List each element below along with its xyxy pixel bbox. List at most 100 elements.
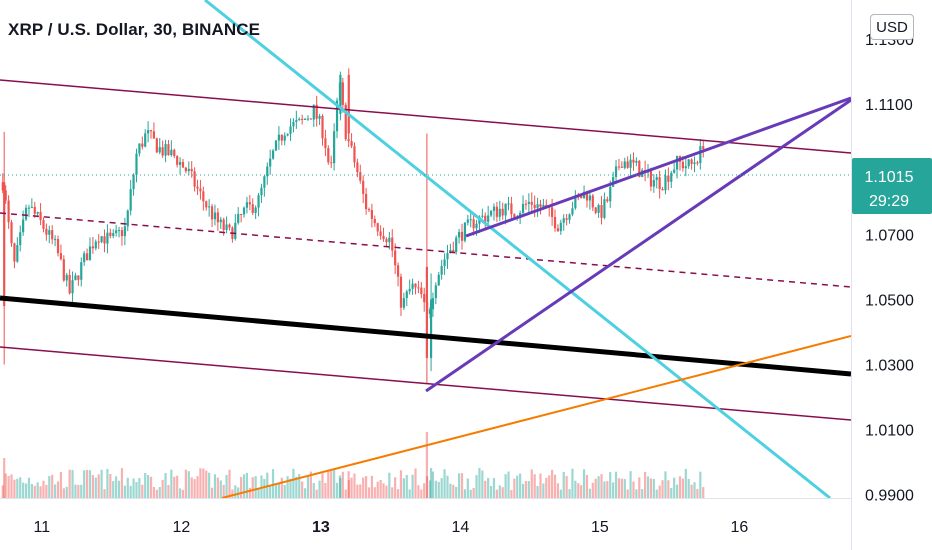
volume-bar [585,474,589,498]
candle [91,236,94,254]
candle [16,237,19,263]
candle [481,208,484,219]
candle [347,68,350,140]
volume-bar [231,489,234,498]
volume-bar [68,469,71,498]
volume-bar [74,484,77,498]
volume-bar [542,483,545,498]
volume-bar [330,470,333,498]
wedge-lower-line[interactable] [425,98,851,393]
volume-bar [339,478,342,498]
volume-bar [318,480,321,498]
candle [138,143,141,157]
volume-bar [588,488,591,498]
candle [280,134,283,146]
candle [324,129,327,157]
channel-upper-line[interactable] [0,79,851,154]
volume-bar [347,480,350,498]
volume-bar [411,474,414,498]
volume-bar [187,471,190,498]
volume-bar [562,471,565,498]
candle [370,203,374,228]
volume-bar [115,476,118,498]
volume-bar [100,469,103,498]
volume-bar [19,477,22,498]
volume-bar [45,484,48,498]
candle [274,139,278,152]
candle [597,203,600,218]
black-midline[interactable] [0,295,851,377]
candle [466,214,469,226]
volume-bar [85,469,89,498]
volume-bar [457,473,461,498]
candle [149,129,153,139]
candle [487,205,490,227]
candle [463,222,467,243]
volume-bar [10,474,13,498]
volume-bar [333,468,336,498]
volume-bar [670,487,673,498]
volume-bar [24,483,28,498]
volume-bar [559,489,562,498]
candle [655,173,658,189]
volume-bar [347,471,350,498]
volume-bar [280,477,283,498]
time-axis[interactable]: 11 12 13 14 15 16 [34,519,749,536]
volume-bar [551,469,554,498]
trend-drawings[interactable] [0,0,851,498]
currency-button[interactable]: USD [870,14,914,40]
volume-bar [530,469,533,498]
volume-bar [7,476,10,498]
volume-bar [629,471,632,498]
volume-bar [117,480,121,498]
candle [83,251,86,266]
volume-bar [103,489,106,498]
volume-bar [577,483,580,498]
price-axis[interactable]: 1.13001.11001.07001.05001.03001.01000.99… [865,32,914,505]
price-tick-label: 1.0500 [865,292,914,309]
candle [356,158,359,178]
volume-bar [641,489,644,498]
candle [562,214,565,231]
candle [411,278,414,295]
candle [88,237,92,261]
volume-bar [504,474,507,498]
volume-bar [234,485,237,498]
volume-bar [257,488,260,498]
volume-bar [4,473,7,498]
volume-bar [396,489,400,498]
candle [286,133,289,137]
volume-bar [196,476,199,498]
volume-bar [36,482,39,498]
candle [123,217,126,246]
volume-bar [690,484,693,498]
candle [364,188,368,215]
volume-bar [687,478,690,498]
candle [208,199,211,217]
candle [167,140,170,156]
candle [27,204,31,217]
candle [344,102,347,142]
volume-bar [164,472,167,498]
volume-bar [539,473,542,498]
candle [399,273,403,317]
candle [405,289,408,307]
candle [202,186,205,211]
candle [4,185,7,204]
volume-bar [16,478,19,498]
candle [696,160,699,166]
volume-bar [484,480,487,498]
orange-uptrend-line[interactable] [221,335,851,498]
candle [39,203,42,226]
candle [234,214,237,241]
volume-bar [382,483,385,498]
volume-bar [170,469,173,498]
volume-bar [478,468,481,498]
wedge-upper-line[interactable] [465,96,851,238]
candle [443,253,446,275]
channel-lower-line[interactable] [0,346,851,421]
candle [48,225,51,244]
cyan-downtrend-line[interactable] [204,0,831,498]
candle [492,203,496,221]
